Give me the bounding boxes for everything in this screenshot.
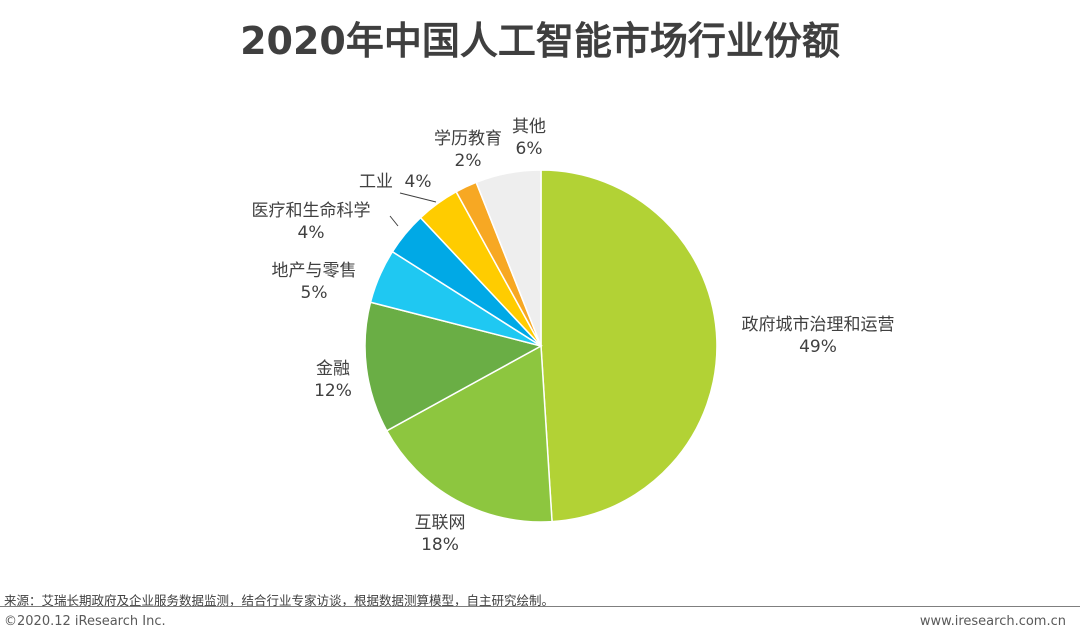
- slice-percent-label: 12%: [314, 381, 352, 401]
- leader-lines: [389, 192, 437, 227]
- pie-slice: [475, 169, 542, 347]
- slice-category-label: 金融: [316, 359, 350, 379]
- website-link[interactable]: www.iresearch.com.cn: [919, 614, 1066, 629]
- slice-category-label: 学历教育: [434, 129, 502, 149]
- slice-percent-label: 4%: [405, 172, 432, 192]
- leader-line: [399, 192, 437, 203]
- pie-slice: [540, 169, 718, 523]
- pie-slices: [364, 169, 718, 523]
- copyright-text: ©2020.12 iResearch Inc.: [4, 614, 166, 629]
- slice-percent-label: 5%: [301, 283, 328, 303]
- slice-category-label: 政府城市治理和运营: [742, 315, 895, 335]
- slice-percent-label: 49%: [799, 337, 837, 357]
- source-note: 来源：艾瑞长期政府及企业服务数据监测，结合行业专家访谈，根据数据测算模型，自主研…: [4, 593, 555, 608]
- pie-slice: [385, 344, 553, 523]
- slice-category-label: 工业: [359, 172, 393, 192]
- slice-category-label: 互联网: [415, 513, 466, 533]
- slice-percent-label: 18%: [421, 535, 459, 555]
- slice-category-label: 地产与零售: [272, 261, 357, 281]
- chart-title: 2020年中国人工智能市场行业份额: [240, 19, 840, 63]
- slice-percent-label: 6%: [516, 139, 543, 159]
- slice-percent-label: 2%: [455, 151, 482, 171]
- pie-chart: 政府城市治理和运营49%互联网18%金融12%地产与零售5%医疗和生命科学4%工…: [252, 117, 895, 555]
- slice-category-label: 医疗和生命科学: [252, 201, 371, 221]
- leader-line: [389, 215, 399, 227]
- pie-slice: [364, 301, 544, 432]
- slice-category-label: 其他: [512, 117, 546, 137]
- footer-divider: [0, 606, 1080, 607]
- slice-labels: 政府城市治理和运营49%互联网18%金融12%地产与零售5%医疗和生命科学4%工…: [252, 117, 895, 555]
- slice-percent-label: 4%: [298, 223, 325, 243]
